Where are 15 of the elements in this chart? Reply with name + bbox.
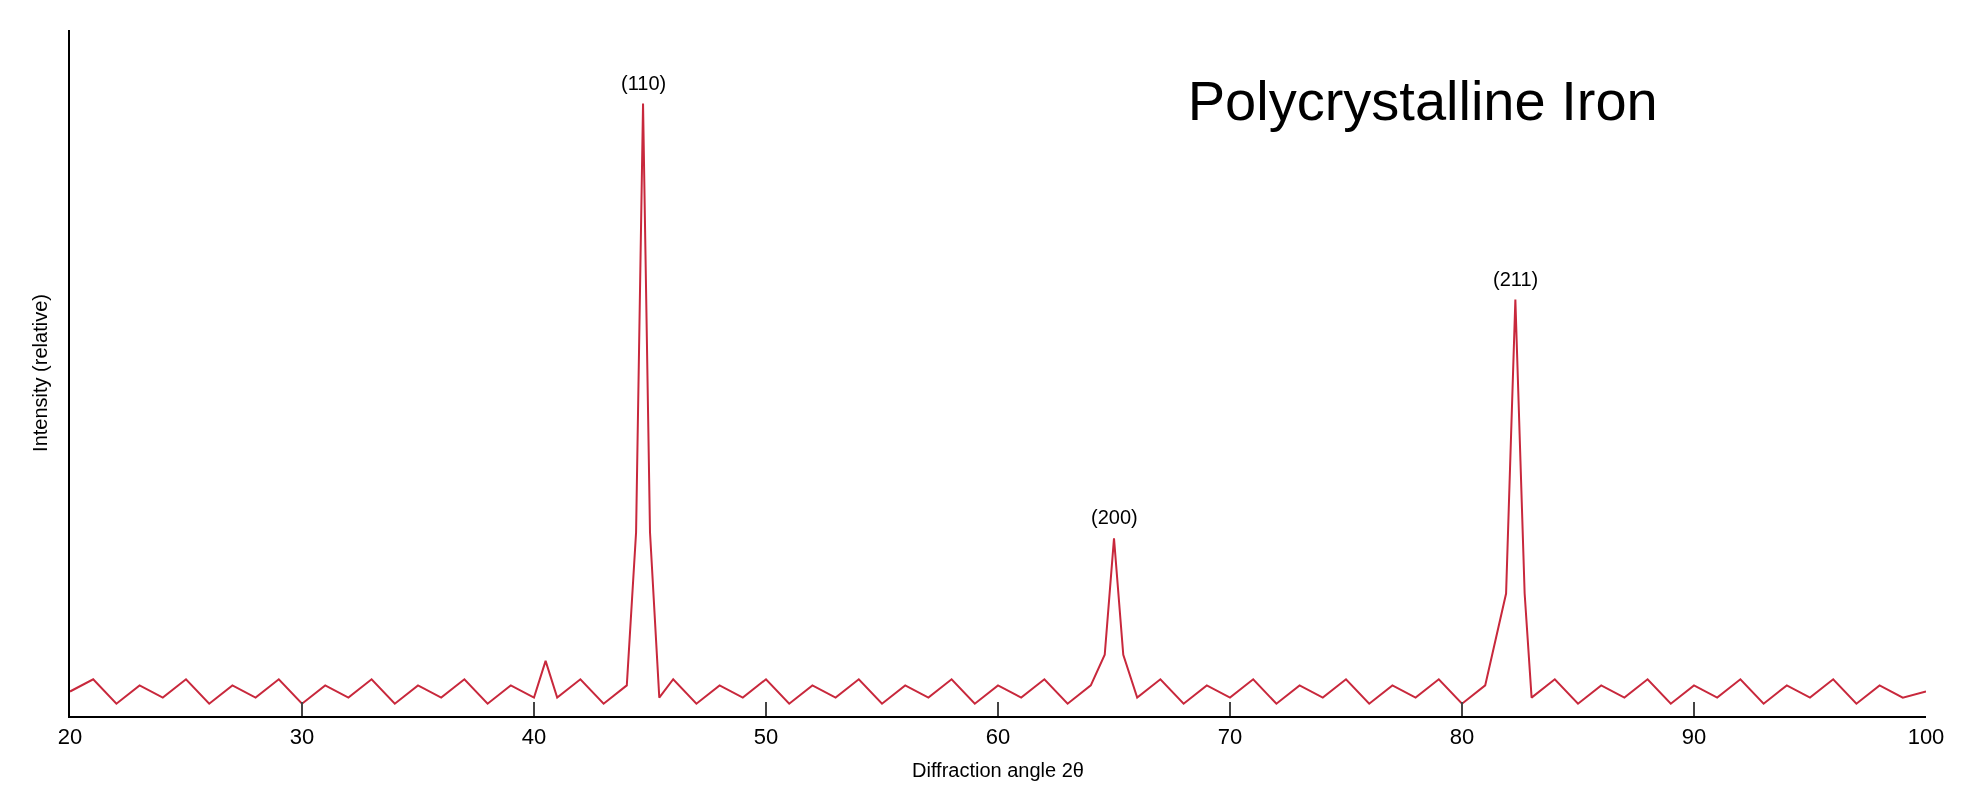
x-tick-label: 100 [1907,724,1945,750]
x-tick-label: 40 [521,724,547,750]
chart-title: Polycrystalline Iron [1187,68,1658,132]
y-axis-title: Intensity (relative) [29,294,51,452]
x-tick-label: 60 [985,724,1011,750]
x-axis-title: Diffraction angle 2θ [912,759,1084,782]
annotation: (110) [621,72,667,94]
annotation: (200) [1091,506,1138,528]
x-tick-label: 50 [753,724,779,750]
x-tick-label: 70 [1217,724,1243,750]
x-tick-label: 30 [289,724,315,750]
x-tick-label: 20 [57,724,83,750]
x-tick-label: 90 [1681,724,1707,750]
annotation: (211) [1493,268,1539,290]
x-tick-label: 80 [1449,724,1475,750]
